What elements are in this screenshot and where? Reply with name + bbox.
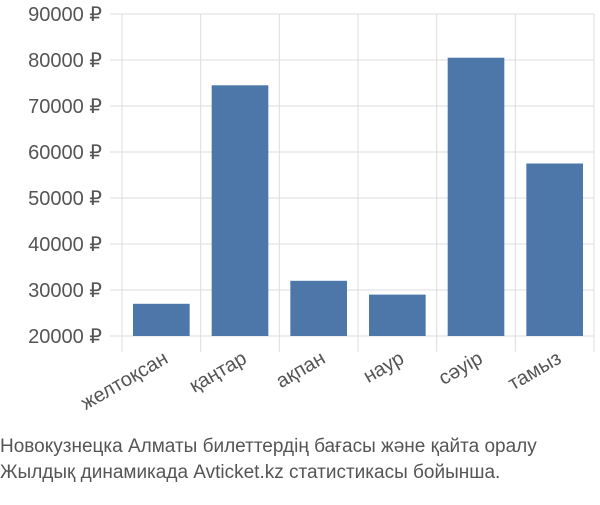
bar [211,85,269,336]
x-tick-label: қаңтар [186,347,251,397]
y-tick-label: 20000 ₽ [28,326,102,348]
caption-line: Новокузнецка Алматы билеттердің бағасы ж… [0,436,537,457]
y-tick-label: 80000 ₽ [28,50,102,72]
bar [369,294,426,336]
y-tick-label: 70000 ₽ [28,96,102,118]
y-tick-label: 40000 ₽ [28,234,102,256]
y-tick-label: 50000 ₽ [28,188,102,210]
bar [526,163,583,336]
y-tick-label: 30000 ₽ [28,280,102,302]
bar [447,57,505,336]
y-tick-label: 60000 ₽ [28,142,102,164]
bar [290,280,347,336]
caption-line: Жылдық динамикада Avticket.kz статистика… [0,462,500,483]
x-tick-label: ақпан [272,347,329,392]
bar [133,303,190,336]
x-tick-label: сәуір [435,347,486,389]
x-tick-label: наур [360,347,408,387]
x-tick-label: желтоқсан [77,347,172,414]
y-tick-label: 90000 ₽ [28,4,102,26]
x-tick-label: тамыз [504,347,565,395]
